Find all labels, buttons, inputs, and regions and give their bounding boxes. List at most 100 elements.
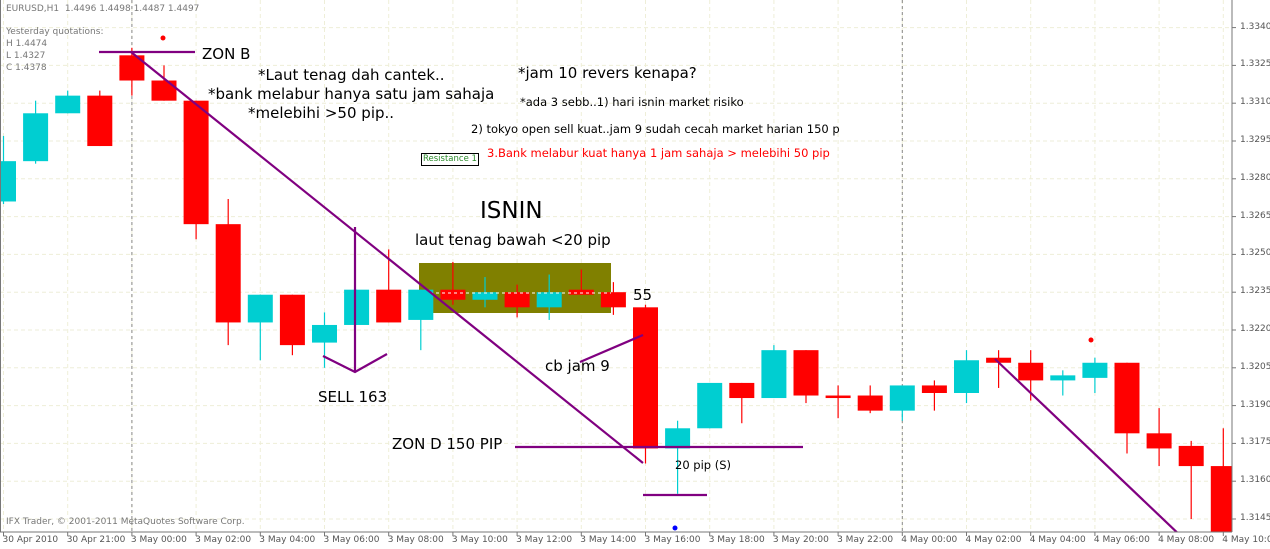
bear-candle (1178, 445, 1204, 467)
x-tick-label: 4 May 10:00 (1222, 535, 1270, 545)
y-tick-label: 1.3175 (1240, 437, 1270, 448)
bear-candle (857, 395, 883, 411)
bull-candle (23, 113, 49, 162)
y-tick-label: 1.3235 (1240, 286, 1270, 297)
y-tick-label: 1.3280 (1240, 172, 1270, 183)
resistance-label[interactable]: Resistance 1 (421, 153, 479, 166)
bull-candle (536, 292, 562, 308)
y-tick-label: 1.3295 (1240, 135, 1270, 145)
bear-candle (633, 307, 658, 449)
x-tick-label: 3 May 14:00 (580, 535, 637, 545)
fractal-up-marker (1088, 337, 1094, 343)
bull-candle (889, 385, 915, 411)
y-tick-label: 1.3145 (1240, 513, 1270, 523)
symbol-label: EURUSD,H1 (6, 4, 60, 14)
fractal-down-marker (672, 525, 678, 531)
x-tick-label: 4 May 06:00 (1093, 535, 1150, 545)
x-tick-label: 3 May 04:00 (259, 535, 316, 545)
bull-candle (472, 292, 498, 300)
isnin-label: ISNIN (480, 198, 543, 224)
copyright: IFX Trader, © 2001-2011 MetaQuotes Softw… (6, 517, 245, 527)
bear-candle (600, 292, 626, 308)
label-55: 55 (633, 286, 653, 304)
x-tick-label: 30 Apr 2010 (2, 535, 59, 545)
x-tick-label: 3 May 22:00 (837, 535, 894, 545)
cb-label: cb jam 9 (545, 357, 610, 375)
bull-candle (1082, 362, 1108, 378)
bear-candle (921, 385, 947, 393)
bear-candle (151, 80, 177, 101)
bear-candle (1146, 433, 1172, 449)
bull-candle (0, 161, 16, 202)
y-tick-label: 1.3250 (1240, 248, 1270, 259)
yesterday-high: H 1.4474 (6, 39, 48, 49)
bull-candle (55, 95, 81, 114)
yesterday-low: L 1.4327 (6, 51, 46, 61)
zon-d-label: ZON D 150 PIP (392, 435, 503, 453)
bear-candle (504, 292, 530, 308)
bear-candle (215, 224, 241, 323)
bull-candle (761, 350, 787, 399)
question-title: *jam 10 revers kenapa? (518, 64, 697, 82)
bear-candle (1210, 466, 1232, 532)
sell-label: SELL 163 (318, 388, 388, 406)
reason-3: 3.Bank melabur kuat hanya 1 jam sahaja >… (487, 146, 830, 160)
yesterday-close: C 1.4378 (6, 63, 47, 73)
x-tick-label: 3 May 12:00 (516, 535, 573, 545)
bull-candle (1050, 375, 1076, 381)
x-tick-label: 3 May 20:00 (772, 535, 829, 545)
x-tick-label: 4 May 00:00 (901, 535, 958, 545)
bull-candle (247, 294, 273, 323)
y-tick-label: 1.3190 (1240, 399, 1270, 410)
bull-candle (344, 289, 370, 325)
isnin-sublabel: laut tenag bawah <20 pip (415, 231, 611, 249)
yesterday-title: Yesterday quotations: (6, 27, 104, 37)
y-tick-label: 1.3310 (1240, 97, 1270, 108)
bear-candle (825, 395, 851, 399)
trendline-2 (994, 358, 1179, 532)
note-3: *melebihi >50 pip.. (248, 104, 395, 122)
zon-b-label: ZON B (202, 45, 251, 63)
x-tick-label: 4 May 04:00 (1029, 535, 1086, 545)
bear-candle (986, 357, 1012, 363)
bear-candle (1114, 362, 1140, 434)
pip-20-label: 20 pip (S) (675, 458, 732, 472)
x-tick-label: 3 May 18:00 (708, 535, 765, 545)
x-tick-label: 3 May 06:00 (323, 535, 380, 545)
symbol-header: EURUSD,H1 1.4496 1.4498 1.4487 1.4497 (6, 4, 199, 14)
sell-v-shape (322, 353, 388, 374)
x-tick-label: 4 May 08:00 (1158, 535, 1215, 545)
quote-values: 1.4496 1.4498 1.4487 1.4497 (64, 4, 200, 14)
y-tick-label: 1.3220 (1240, 324, 1270, 334)
y-tick-label: 1.3340 (1240, 21, 1270, 32)
bear-candle (793, 350, 819, 396)
fractal-up-marker (160, 35, 166, 41)
note-1: *Laut tenag dah cantek.. (258, 66, 445, 84)
y-tick-label: 1.3265 (1240, 210, 1270, 221)
bear-candle (1018, 362, 1044, 381)
y-tick-label: 1.3205 (1240, 361, 1270, 372)
trendline-1 (130, 51, 644, 464)
bear-candle (440, 289, 466, 300)
bull-candle (408, 289, 434, 320)
reason-2: 2) tokyo open sell kuat..jam 9 sudah cec… (471, 122, 840, 136)
bear-candle (376, 289, 402, 323)
x-tick-label: 4 May 02:00 (965, 535, 1022, 545)
x-tick-label: 3 May 08:00 (387, 535, 444, 545)
bull-candle (954, 360, 979, 393)
bear-candle (87, 95, 113, 147)
reason-1: *ada 3 sebb..1) hari isnin market risiko (520, 95, 744, 109)
x-tick-label: 3 May 00:00 (130, 535, 187, 545)
x-tick-label: 3 May 02:00 (195, 535, 252, 545)
bull-candle (697, 382, 723, 429)
y-tick-label: 1.3325 (1240, 59, 1270, 70)
cb-pointer-line (579, 333, 644, 364)
note-2: *bank melabur hanya satu jam sahaja (208, 85, 495, 103)
x-tick-label: 3 May 16:00 (644, 535, 701, 545)
bear-candle (279, 294, 305, 346)
y-tick-label: 1.3160 (1240, 475, 1270, 486)
bear-candle (183, 100, 209, 225)
bull-candle (312, 324, 337, 343)
bear-candle (729, 382, 755, 399)
